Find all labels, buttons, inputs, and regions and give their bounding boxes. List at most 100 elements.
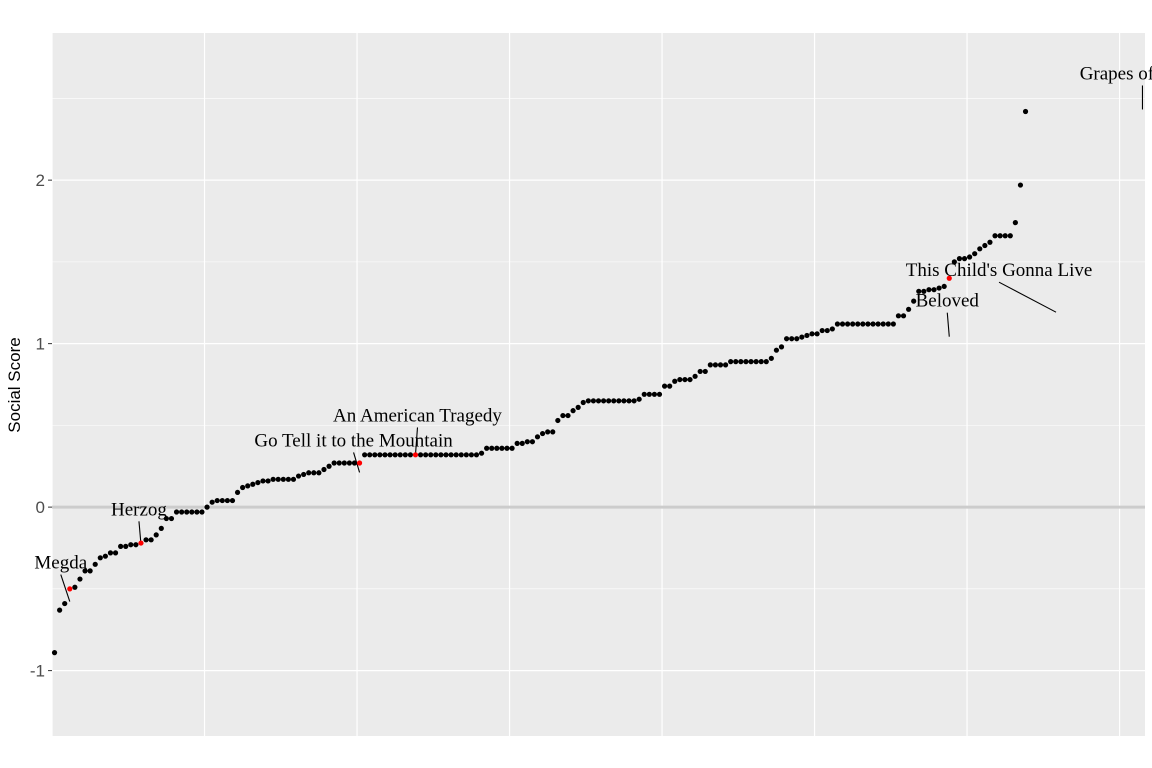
data-point (977, 246, 983, 252)
y-tick-label: 0 (36, 498, 45, 517)
data-point (606, 398, 612, 404)
data-point (931, 287, 937, 293)
data-point (545, 429, 551, 435)
data-point (234, 489, 241, 496)
data-point (489, 445, 495, 451)
data-point (570, 408, 576, 414)
data-point (311, 470, 317, 476)
data-point (428, 452, 434, 458)
data-point (494, 445, 500, 451)
data-point (550, 429, 556, 435)
data-point (402, 452, 408, 458)
data-point (539, 430, 546, 437)
data-point (179, 509, 185, 515)
data-point (956, 256, 963, 262)
data-point (417, 452, 424, 458)
data-point (1012, 220, 1018, 226)
data-point (651, 391, 658, 397)
data-point (611, 398, 617, 404)
annotation-labels: Megda Herzog Go Tell it to the Mountain An … (34, 63, 1152, 573)
highlighted-data-point (356, 460, 363, 466)
data-point (184, 509, 190, 515)
data-point (839, 321, 846, 327)
data-point (926, 287, 932, 293)
data-point (661, 383, 668, 389)
data-point (799, 334, 805, 340)
data-point (621, 398, 627, 404)
data-point (524, 439, 530, 445)
data-point (641, 391, 647, 397)
data-point (961, 256, 968, 262)
data-point (275, 476, 281, 482)
annotation-leader-line (998, 281, 1057, 313)
data-point (885, 321, 891, 327)
data-point (407, 452, 414, 458)
data-point (631, 398, 637, 404)
data-point (1017, 182, 1024, 188)
data-point (336, 460, 342, 466)
data-point (768, 355, 774, 361)
data-point (295, 473, 302, 479)
data-point (301, 471, 307, 478)
data-point (382, 452, 388, 458)
data-point (433, 452, 439, 458)
data-point (326, 463, 332, 469)
data-point (219, 497, 225, 504)
data-point (290, 476, 297, 482)
data-point (448, 452, 454, 458)
data-point (697, 368, 703, 375)
data-point (941, 283, 947, 290)
data-point (209, 499, 215, 505)
data-point (306, 470, 312, 476)
data-point (199, 509, 205, 515)
data-point (987, 239, 993, 245)
data-point (834, 321, 841, 327)
data-point (921, 288, 927, 294)
data-point (473, 452, 480, 458)
data-points (51, 108, 1029, 656)
data-point (967, 254, 973, 260)
data-point (362, 452, 368, 458)
data-point (870, 321, 876, 327)
data-point (229, 497, 236, 504)
annotation-label: Go Tell it to the Mountain (254, 430, 453, 451)
data-point (168, 515, 175, 522)
data-point (351, 460, 358, 466)
data-point (880, 321, 886, 327)
data-point (509, 445, 515, 451)
data-point (982, 242, 988, 249)
data-point (555, 417, 561, 424)
data-point (804, 332, 810, 339)
annotation-label: Grapes of Wrath (1080, 63, 1152, 84)
data-point (580, 399, 586, 406)
data-point (285, 476, 291, 482)
data-point (133, 542, 139, 548)
data-point (758, 359, 764, 365)
annotation-leader-lines (60, 85, 1144, 602)
data-point (692, 373, 698, 379)
data-point (377, 452, 383, 458)
highlighted-data-point (412, 452, 419, 458)
data-point (519, 440, 525, 446)
data-point (794, 336, 800, 342)
data-point (463, 452, 469, 458)
data-point (316, 470, 322, 476)
data-point (728, 359, 734, 365)
highlighted-data-point (138, 540, 144, 546)
data-point (265, 478, 271, 484)
data-point (814, 331, 820, 337)
data-point (906, 306, 912, 312)
data-point (890, 321, 896, 327)
data-point (626, 398, 632, 404)
highlighted-data-point (67, 586, 73, 592)
y-tick-label: 2 (36, 171, 45, 190)
data-point (250, 481, 256, 487)
annotation-label: Megda (34, 553, 87, 574)
data-point (992, 233, 998, 239)
data-point (77, 576, 83, 582)
data-point (438, 452, 444, 458)
data-point (260, 478, 266, 484)
data-point (107, 550, 114, 556)
data-point (214, 497, 220, 504)
annotation-label: This Child's Gonna Live (906, 260, 1093, 281)
